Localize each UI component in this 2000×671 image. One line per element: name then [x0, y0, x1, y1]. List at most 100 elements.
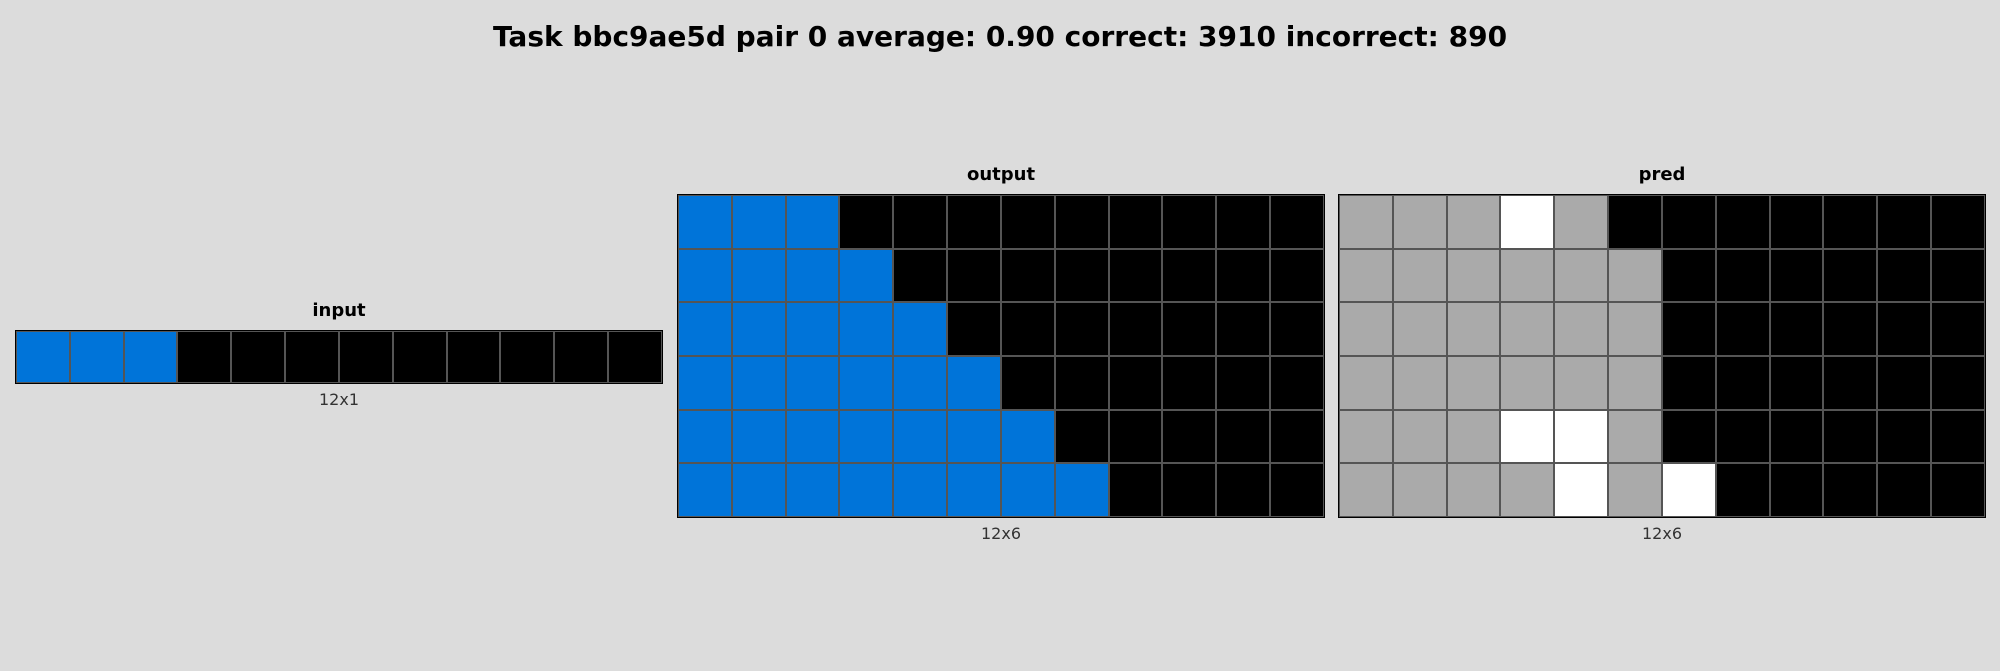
grid-cell — [1823, 356, 1878, 410]
grid-cell — [785, 195, 840, 249]
grid-cell — [446, 331, 501, 383]
grid-size-label: 12x6 — [1641, 524, 1682, 543]
grid-cell — [1500, 356, 1555, 410]
grid-cell — [678, 463, 732, 517]
grid-cell — [69, 331, 124, 383]
grid-cell — [1270, 409, 1324, 464]
grid-cell — [678, 248, 732, 303]
grid-cell — [839, 356, 894, 410]
grid-cell — [1877, 302, 1932, 356]
grid-cell — [1162, 195, 1217, 249]
grid-cell — [731, 409, 786, 464]
grid-cell — [1054, 463, 1109, 517]
grid-cell — [1270, 302, 1324, 356]
grid-cell — [1216, 248, 1271, 303]
grid-cell — [893, 463, 948, 517]
grid-cell — [1554, 302, 1609, 356]
grid-cell — [1554, 409, 1609, 464]
grid-cell — [785, 463, 840, 517]
grid-cell — [731, 248, 786, 303]
grid-cell — [1054, 248, 1109, 303]
grid-cell — [893, 195, 948, 249]
grid-cell — [1661, 409, 1716, 464]
grid-cell — [1661, 302, 1716, 356]
grid-cell — [1877, 195, 1932, 249]
grid-cell — [1339, 409, 1393, 464]
grid-cell — [1446, 463, 1501, 517]
grid-cell — [1054, 356, 1109, 410]
grid-cell — [1554, 463, 1609, 517]
grid-cell — [1108, 409, 1163, 464]
grid-cell — [678, 409, 732, 464]
grid-cell — [1608, 248, 1662, 303]
grid-cell — [947, 248, 1001, 303]
grid-cell — [1054, 195, 1109, 249]
grid-cell — [285, 331, 339, 383]
grid-cell — [893, 248, 948, 303]
grid-cell — [1216, 356, 1271, 410]
grid-cell — [731, 195, 786, 249]
grid-cell — [1000, 195, 1055, 249]
grid-cell — [1769, 409, 1824, 464]
grid-cell — [731, 302, 786, 356]
grid-cell — [1931, 463, 1985, 517]
grid-cell — [1715, 463, 1770, 517]
grid-cell — [1216, 463, 1271, 517]
grid-cell — [1054, 409, 1109, 464]
page-title: Task bbc9ae5d pair 0 average: 0.90 corre… — [492, 20, 1508, 53]
grid-cell — [1270, 356, 1324, 410]
grid-cell — [947, 356, 1001, 410]
grid-cell — [1162, 409, 1217, 464]
grid-cell — [1162, 356, 1217, 410]
grid-cell — [1715, 356, 1770, 410]
grid-cell — [1715, 248, 1770, 303]
grid-cell — [1715, 302, 1770, 356]
grid-cell — [839, 463, 894, 517]
grid-cell — [1000, 409, 1055, 464]
grid-cell — [1661, 463, 1716, 517]
pred-grid — [1338, 194, 1986, 518]
grid-cell — [1108, 356, 1163, 410]
output-panel: output 12x6 — [677, 164, 1325, 548]
input-panel: input 12x1 — [15, 300, 663, 414]
grid-cell — [1500, 248, 1555, 303]
grid-cell — [678, 302, 732, 356]
panel-title: pred — [1638, 164, 1686, 185]
grid-cell — [1446, 302, 1501, 356]
grid-cell — [1392, 302, 1447, 356]
grid-cell — [1270, 463, 1324, 517]
output-grid — [677, 194, 1325, 518]
grid-cell — [1769, 463, 1824, 517]
grid-cell — [1162, 463, 1217, 517]
grid-cell — [1108, 195, 1163, 249]
grid-cell — [1392, 195, 1447, 249]
grid-cell — [839, 302, 894, 356]
grid-cell — [678, 195, 732, 249]
grid-cell — [947, 463, 1001, 517]
grid-cell — [1339, 356, 1393, 410]
grid-cell — [1000, 356, 1055, 410]
grid-cell — [1108, 302, 1163, 356]
grid-cell — [1108, 248, 1163, 303]
grid-cell — [893, 302, 948, 356]
grid-cell — [1877, 409, 1932, 464]
grid-cell — [1931, 409, 1985, 464]
grid-cell — [1608, 195, 1662, 249]
grid-cell — [1500, 463, 1555, 517]
grid-cell — [731, 463, 786, 517]
grid-cell — [1931, 356, 1985, 410]
grid-cell — [1162, 248, 1217, 303]
grid-cell — [839, 248, 894, 303]
grid-cell — [1554, 356, 1609, 410]
grid-size-label: 12x1 — [318, 390, 359, 409]
grid-cell — [947, 302, 1001, 356]
panel-title: output — [966, 164, 1036, 185]
grid-cell — [1000, 302, 1055, 356]
grid-cell — [1446, 195, 1501, 249]
grid-cell — [1216, 409, 1271, 464]
grid-cell — [785, 409, 840, 464]
grid-cell — [1392, 409, 1447, 464]
grid-cell — [1931, 302, 1985, 356]
grid-cell — [392, 331, 447, 383]
grid-cell — [608, 331, 662, 383]
